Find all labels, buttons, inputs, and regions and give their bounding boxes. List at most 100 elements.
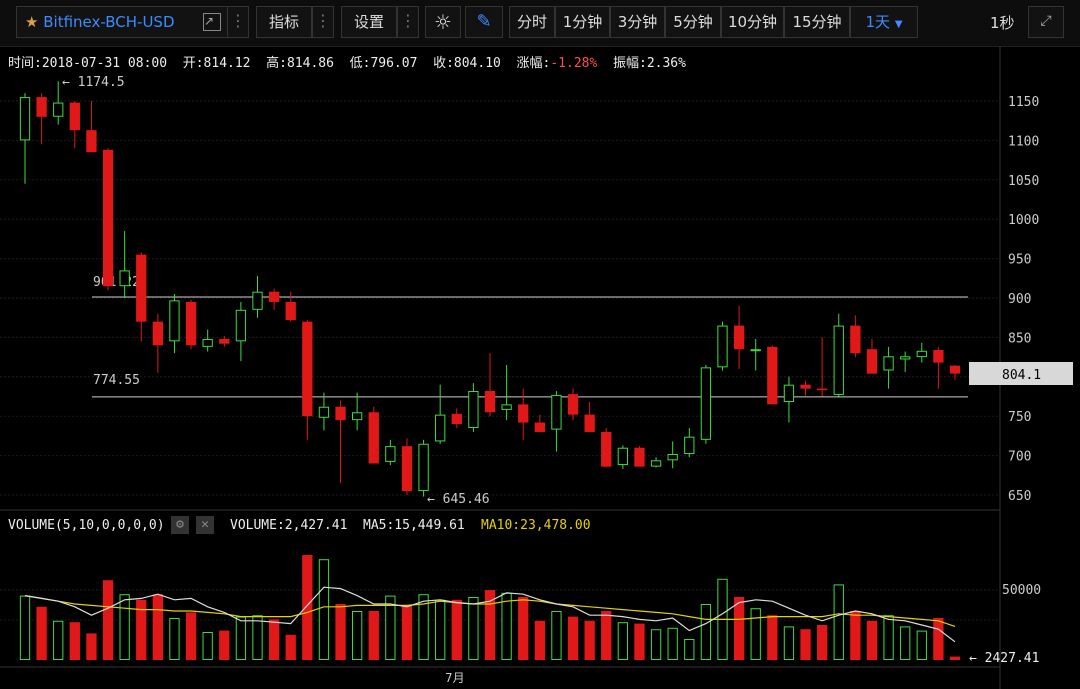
volume-bar — [351, 611, 363, 660]
volume-bar — [36, 606, 47, 660]
volume-bar — [733, 597, 745, 660]
change-value: -1.28% — [550, 56, 598, 71]
candle-body — [933, 350, 944, 363]
volume-bar — [252, 615, 263, 661]
volume-bar — [850, 611, 861, 660]
price-tick-label: 650 — [1008, 489, 1031, 504]
candle-body — [883, 356, 894, 371]
candle-body — [949, 365, 961, 374]
volume-settings-gear-icon[interactable]: ⚙ — [171, 516, 189, 534]
candle-body — [401, 446, 413, 492]
last-volume-value: ← 2427.41 — [969, 651, 1039, 666]
settings-more-icon[interactable]: ⋮ — [397, 6, 419, 38]
candle-body — [733, 325, 745, 350]
popout-icon[interactable]: ↗ — [203, 13, 221, 31]
volume-legend-ma10: MA10:23,478.00 — [481, 518, 591, 533]
max-price-label: ← 1174.5 — [62, 75, 125, 90]
volume-bar — [185, 612, 197, 660]
interval-3min[interactable]: 3分钟 — [610, 6, 665, 38]
interval-15min[interactable]: 15分钟 — [784, 6, 850, 38]
volume-legend-title: VOLUME(5,10,0,0,0,0) — [8, 518, 165, 533]
candle-body — [368, 412, 379, 464]
candle-body — [800, 384, 811, 389]
time-value: 2018-07-31 08:00 — [41, 56, 168, 71]
volume-bar — [401, 605, 413, 660]
volume-bar — [86, 633, 97, 660]
price-tick-label: 750 — [1008, 410, 1031, 425]
candle-body — [634, 447, 645, 467]
close-value: 804.10 — [453, 56, 501, 71]
candle-body — [534, 422, 545, 432]
theme-sun-icon[interactable]: ☼ — [425, 6, 461, 38]
candle-body — [235, 309, 247, 342]
ma5-line — [24, 586, 956, 643]
fullscreen-icon[interactable]: ⤢ — [1028, 6, 1064, 38]
settings-button[interactable]: 设置 — [341, 6, 397, 38]
volume-bar — [418, 594, 429, 661]
candle-body — [318, 406, 330, 418]
candle-body — [169, 300, 180, 342]
candle-body — [285, 301, 296, 321]
volume-bar — [534, 620, 545, 660]
volume-bar — [501, 592, 512, 660]
volume-bar — [684, 639, 695, 660]
candle-body — [19, 97, 31, 141]
price-tick-label: 700 — [1008, 450, 1031, 465]
candle-body — [119, 270, 130, 287]
high-label: 高: — [266, 56, 287, 71]
price-tick-label: 1000 — [1008, 213, 1039, 228]
candle-body — [684, 436, 695, 455]
candle-body — [385, 446, 396, 462]
candle-body — [335, 406, 346, 421]
volume-bar — [219, 630, 230, 660]
volume-bar — [667, 627, 678, 660]
indicators-more-icon[interactable]: ⋮ — [312, 6, 334, 38]
candle-body — [351, 412, 363, 421]
interval-1min[interactable]: 1分钟 — [555, 6, 610, 38]
volume-close-icon[interactable]: ✕ — [196, 516, 214, 534]
candle-body — [302, 321, 313, 417]
volume-bar — [451, 599, 462, 660]
candle-body — [700, 367, 712, 440]
price-tick-label: 850 — [1008, 331, 1031, 346]
last-price-tag — [969, 362, 1073, 385]
symbol-label: Bitfinex-BCH-USD — [43, 13, 175, 31]
price-tick-label: 950 — [1008, 253, 1031, 268]
indicators-button[interactable]: 指标 — [256, 6, 312, 38]
volume-bar — [949, 656, 961, 660]
refresh-interval[interactable]: 1秒 — [990, 14, 1015, 32]
candle-body — [601, 431, 612, 467]
volume-bar — [169, 618, 180, 660]
interval-timeshare[interactable]: 分时 — [509, 6, 555, 38]
candle-body — [86, 130, 97, 153]
candle-body — [136, 254, 147, 322]
candle-body — [833, 325, 844, 395]
min-price-label: ← 645.46 — [427, 492, 490, 507]
star-icon[interactable]: ★ — [25, 13, 39, 31]
price-tick-label: 1100 — [1008, 134, 1039, 149]
candle-body — [484, 390, 496, 413]
close-label: 收: — [433, 56, 454, 71]
interval-5min[interactable]: 5分钟 — [665, 6, 721, 38]
interval-1day-dropdown[interactable]: 1天 ▼ — [850, 6, 918, 38]
candle-body — [750, 349, 761, 352]
x-tick-label: 7月 — [445, 671, 465, 685]
horizontal-line-label: 774.55 — [93, 373, 140, 388]
candle-body — [185, 301, 197, 346]
chevron-down-icon: ▼ — [894, 19, 903, 30]
interval-10min[interactable]: 10分钟 — [721, 6, 784, 38]
candle-body — [717, 325, 728, 368]
symbol-more-icon[interactable]: ⋮ — [227, 6, 249, 38]
candle-body — [69, 102, 80, 131]
candle-body — [219, 338, 230, 344]
volume-bar — [783, 626, 795, 661]
candle-body — [767, 346, 778, 405]
volume-bar — [136, 599, 147, 660]
symbol-selector[interactable]: ★ Bitfinex-BCH-USD ↗ — [16, 6, 249, 38]
volume-bar — [318, 559, 330, 661]
draw-pencil-icon[interactable]: ✎ — [465, 6, 503, 38]
toolbar: ★ Bitfinex-BCH-USD ↗ ⋮ 指标 ⋮ 设置 ⋮ ☼ ✎ 分时 … — [0, 0, 1080, 47]
volume-bar — [435, 599, 446, 660]
candle-body — [202, 338, 213, 347]
